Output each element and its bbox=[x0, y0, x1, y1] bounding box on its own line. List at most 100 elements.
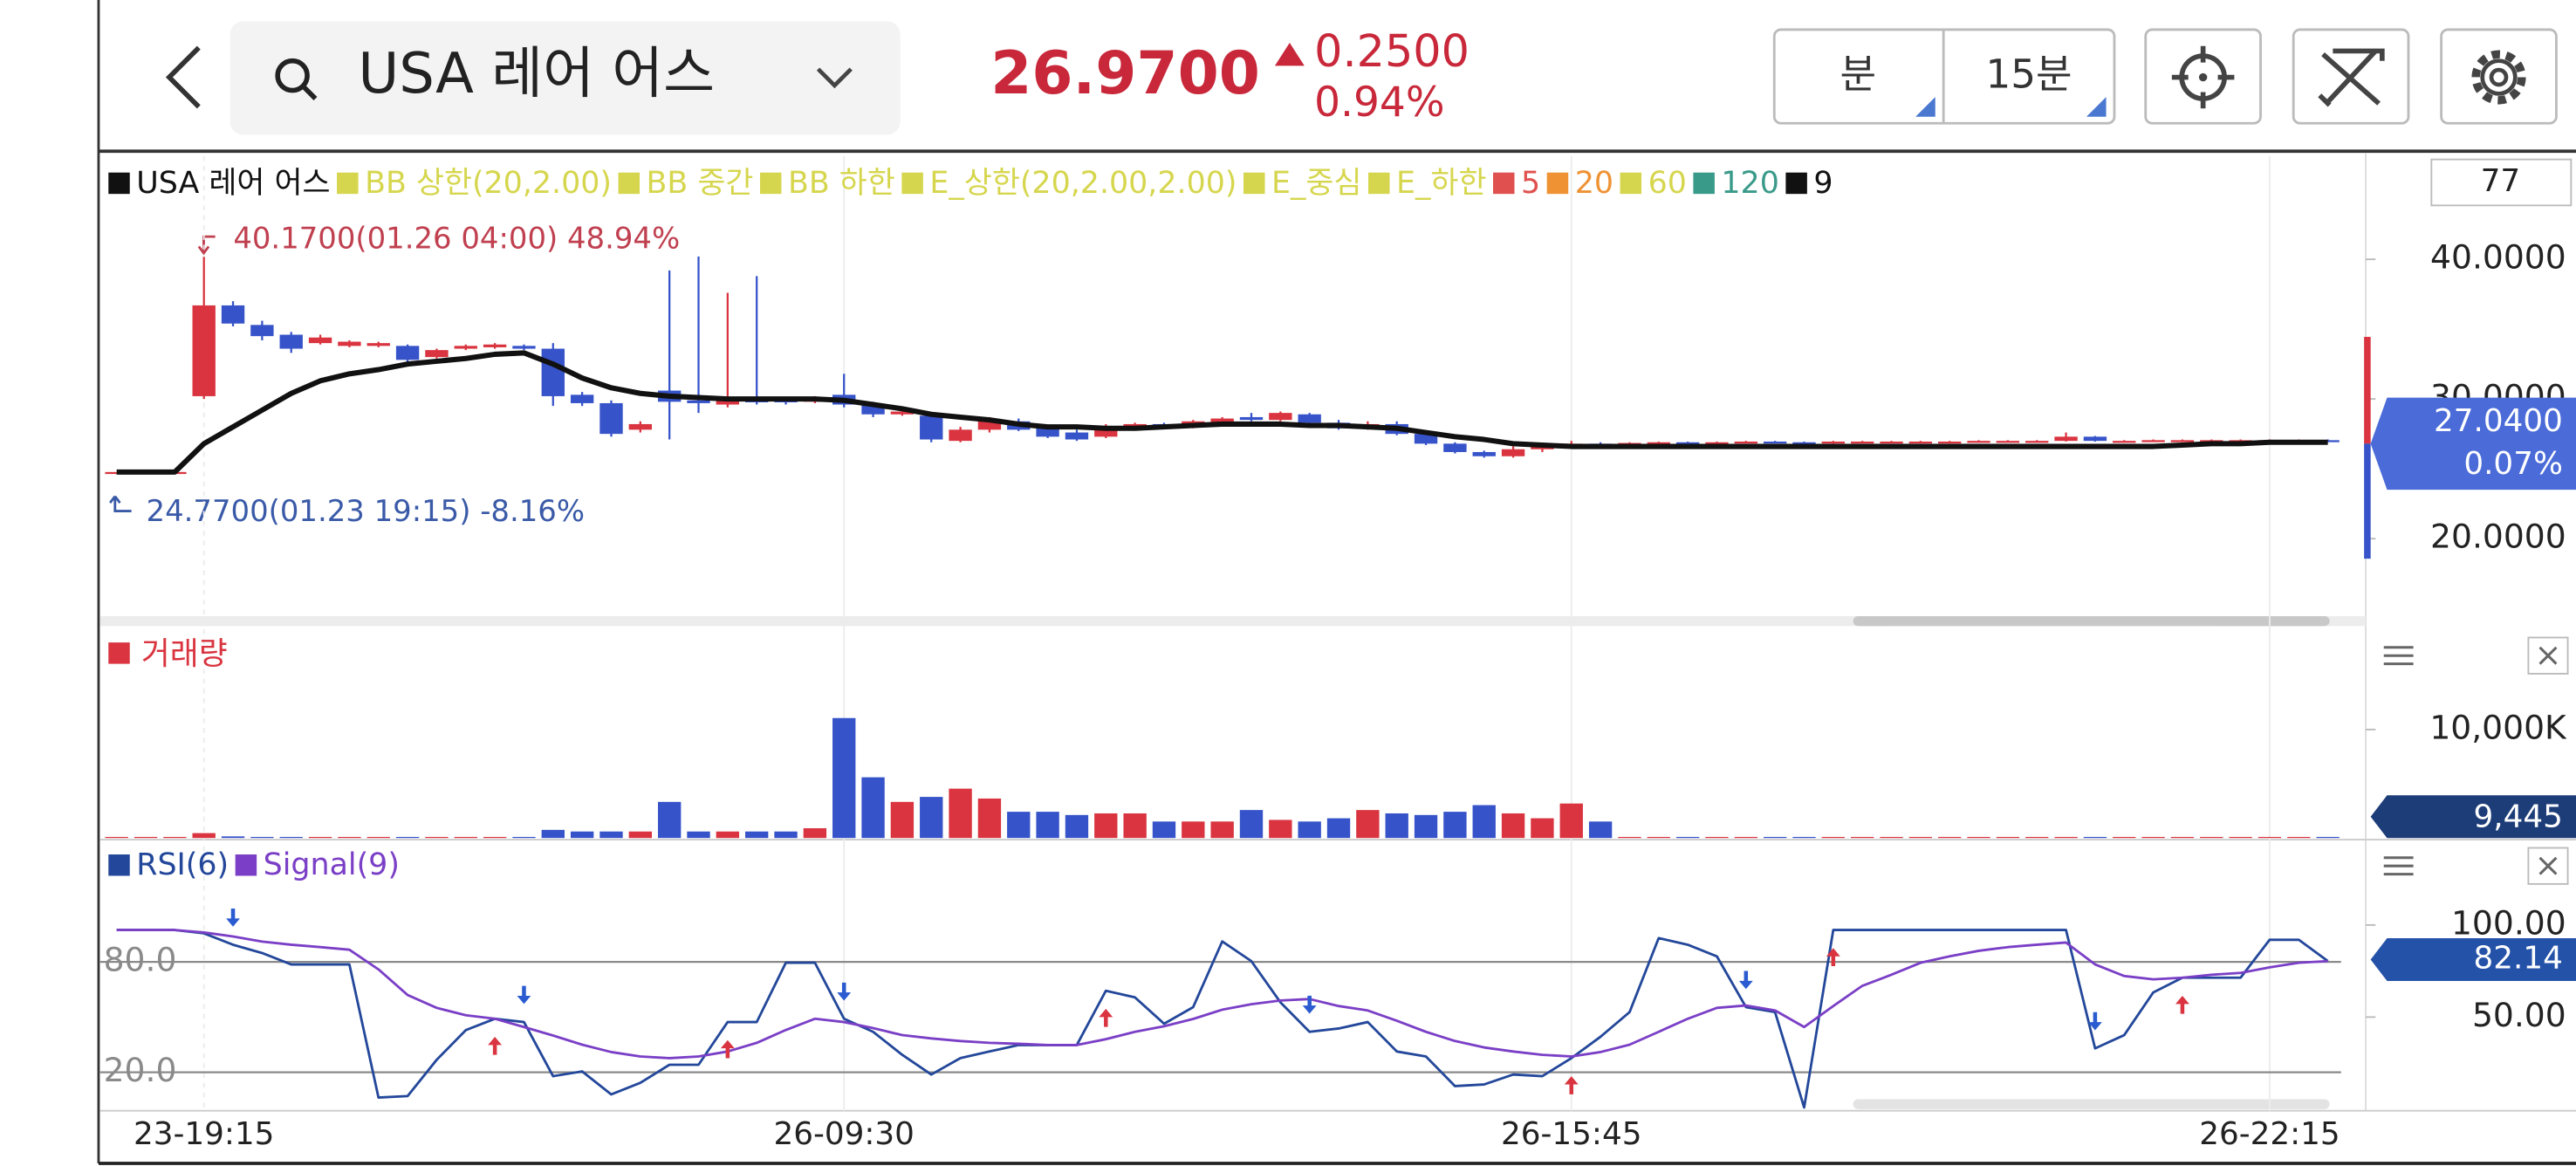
volume-bar bbox=[1094, 813, 1118, 839]
unit-button[interactable]: 분 bbox=[1840, 51, 1876, 98]
candle-body bbox=[977, 420, 1002, 430]
legend-label: BB 중간 bbox=[647, 166, 754, 201]
candle-body bbox=[1531, 446, 1554, 449]
candle-body bbox=[192, 305, 216, 396]
legend-label: BB 상한(20,2.00) bbox=[365, 166, 612, 201]
candle-body bbox=[890, 411, 915, 415]
indicator-line bbox=[116, 929, 2329, 1109]
back-button[interactable] bbox=[165, 45, 201, 109]
settings-button[interactable] bbox=[2440, 28, 2558, 125]
volume-bar bbox=[308, 836, 332, 839]
candle-body bbox=[687, 400, 710, 403]
volume-bar bbox=[2083, 836, 2107, 839]
level-label: 20.0 bbox=[104, 1051, 177, 1089]
volume-bar bbox=[745, 831, 769, 839]
candle-body bbox=[1850, 441, 1874, 444]
x-tick-label: 23-19:15 bbox=[134, 1116, 275, 1152]
volume-bar bbox=[2113, 836, 2136, 839]
candle-body bbox=[1647, 442, 1670, 445]
volume-bar bbox=[1501, 813, 1525, 839]
volume-bar bbox=[1967, 836, 1990, 839]
volume-bar bbox=[1908, 836, 1933, 839]
candle-body bbox=[279, 334, 303, 349]
volume-bar bbox=[338, 836, 361, 839]
scrollbar[interactable] bbox=[1853, 616, 2330, 627]
price-change-pct: 0.94% bbox=[1314, 79, 1444, 127]
interval-button[interactable]: 15분 bbox=[1986, 51, 2072, 98]
legend-label: E_상한(20,2.00,2.00) bbox=[929, 166, 1237, 201]
volume-bar bbox=[1152, 821, 1176, 839]
legend-label: 5 bbox=[1521, 166, 1540, 201]
volume-bar bbox=[1880, 836, 1903, 839]
menu-icon[interactable] bbox=[2383, 646, 2414, 666]
legend-swatch bbox=[1785, 172, 1807, 195]
candle-body bbox=[1734, 441, 1757, 444]
volume-bar bbox=[2141, 836, 2165, 839]
last-change: 0.07% bbox=[2463, 446, 2563, 482]
sell-signal bbox=[517, 985, 531, 1005]
candle-body bbox=[1472, 451, 1496, 456]
volume-bar bbox=[2054, 836, 2078, 839]
volume-bar bbox=[1763, 836, 1787, 839]
volume-bar bbox=[1385, 813, 1408, 839]
legend-label: E_중심 bbox=[1271, 166, 1361, 201]
gear-icon bbox=[2489, 67, 2509, 87]
candle-body bbox=[425, 350, 449, 358]
legend-label: 120 bbox=[1721, 166, 1778, 201]
volume-bar bbox=[570, 831, 594, 839]
volume-bar bbox=[1996, 836, 2020, 839]
y-tick-label: 100.00 bbox=[2451, 903, 2566, 942]
candle-body bbox=[861, 404, 885, 415]
volume-bar bbox=[367, 836, 390, 839]
close-icon bbox=[2538, 856, 2558, 875]
legend-swatch bbox=[1693, 172, 1715, 195]
legend-swatch bbox=[1620, 172, 1642, 195]
gear-icon bbox=[2480, 58, 2518, 96]
dropdown-icon[interactable] bbox=[816, 67, 853, 89]
candle-body bbox=[1094, 427, 1118, 437]
volume-bar bbox=[803, 828, 827, 839]
candle-body bbox=[2083, 436, 2107, 442]
volume-bar bbox=[483, 836, 507, 839]
candle-body bbox=[541, 348, 565, 396]
candle-body bbox=[920, 415, 943, 440]
volume-bar bbox=[279, 836, 303, 839]
last-price-box bbox=[2370, 397, 2576, 490]
search-box[interactable] bbox=[230, 21, 901, 135]
candle-body bbox=[367, 343, 390, 346]
candle-body bbox=[1036, 428, 1059, 437]
y-tick-label: 10,000K bbox=[2429, 708, 2567, 746]
candle-body bbox=[1065, 432, 1089, 440]
volume-bar bbox=[250, 836, 274, 839]
candle-body bbox=[949, 429, 972, 442]
volume-bar bbox=[1618, 836, 1641, 839]
volume-bar bbox=[1588, 821, 1613, 839]
volume-bar bbox=[1298, 821, 1321, 839]
candle-body bbox=[570, 394, 594, 403]
volume-bar bbox=[2287, 836, 2311, 839]
volume-bar bbox=[861, 777, 885, 839]
buy-signal bbox=[1099, 1008, 1113, 1027]
candle-body bbox=[1996, 441, 2020, 443]
sell-signal bbox=[837, 982, 852, 1001]
sell-signal bbox=[2088, 1012, 2102, 1031]
y-tick-label: 20.0000 bbox=[2430, 518, 2566, 556]
scrollbar[interactable] bbox=[1853, 1099, 2330, 1109]
level-label: 80.0 bbox=[104, 941, 177, 979]
candle-body bbox=[1763, 441, 1787, 444]
volume-bar bbox=[541, 829, 565, 839]
menu-icon[interactable] bbox=[2383, 856, 2414, 876]
search-icon bbox=[275, 58, 310, 93]
buy-signal bbox=[488, 1036, 503, 1055]
candle-body bbox=[1269, 413, 1292, 421]
legend-swatch bbox=[1546, 172, 1569, 195]
legend-label: BB 하한 bbox=[788, 166, 895, 201]
x-tick-label: 26-22:15 bbox=[2199, 1116, 2340, 1152]
volume-bar bbox=[1123, 813, 1147, 839]
legend-label: 60 bbox=[1648, 166, 1687, 201]
candle-body bbox=[599, 402, 623, 435]
y-tick-label: 40.0000 bbox=[2430, 238, 2566, 277]
candle-body bbox=[338, 341, 361, 346]
